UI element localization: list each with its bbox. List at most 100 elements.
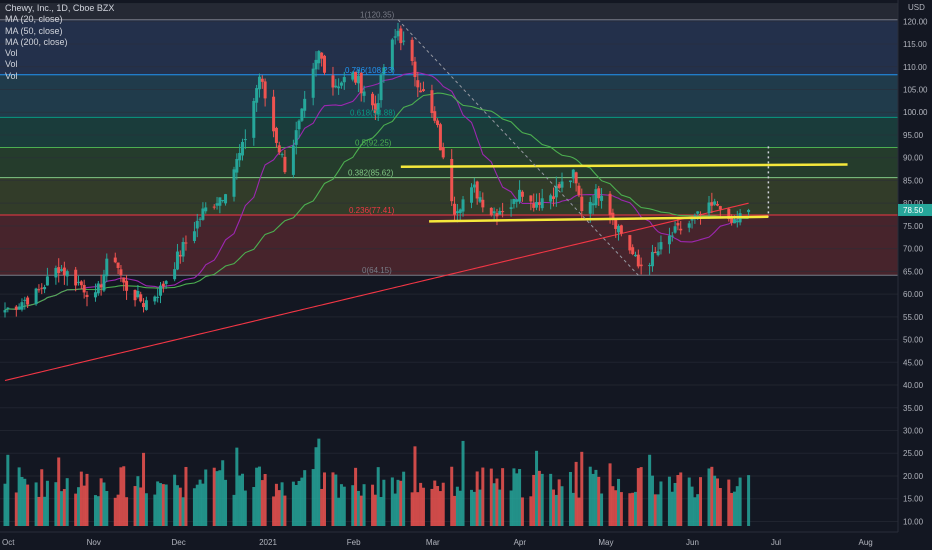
volume-bar bbox=[413, 446, 417, 526]
candle-body bbox=[20, 302, 24, 310]
candle-body bbox=[611, 212, 615, 220]
volume-bars bbox=[3, 438, 751, 526]
legend-ma20: MA (20, close) bbox=[5, 14, 63, 25]
volume-bar bbox=[57, 457, 61, 526]
volume-bar bbox=[735, 486, 739, 526]
volume-bar bbox=[628, 493, 632, 526]
volume-bar bbox=[218, 470, 222, 526]
candle-body bbox=[178, 254, 182, 257]
candle-body bbox=[133, 290, 137, 301]
candle-body bbox=[390, 39, 394, 70]
time-tick-label: Oct bbox=[2, 538, 15, 547]
volume-bar bbox=[438, 491, 442, 526]
candle-body bbox=[139, 294, 143, 302]
candle-body bbox=[475, 181, 479, 199]
candle-body bbox=[656, 251, 660, 256]
volume-bar bbox=[379, 497, 383, 526]
candle-body bbox=[272, 96, 276, 132]
candle-body bbox=[218, 197, 222, 206]
candle-body bbox=[62, 267, 66, 276]
candle-body bbox=[634, 254, 638, 257]
volume-bar bbox=[65, 478, 69, 526]
candle-body bbox=[438, 124, 442, 151]
candle-body bbox=[441, 147, 445, 158]
volume-bar bbox=[356, 490, 360, 526]
price-tick-label: 95.00 bbox=[903, 131, 924, 140]
candle-body bbox=[334, 85, 338, 88]
volume-bar bbox=[591, 473, 595, 526]
volume-bar bbox=[402, 471, 406, 526]
volume-bar bbox=[690, 486, 694, 526]
fibonacci-retracement[interactable] bbox=[0, 3, 898, 276]
volume-bar bbox=[540, 473, 544, 526]
fib-label: 0.618(98.88) bbox=[350, 108, 396, 117]
volume-bar bbox=[696, 494, 700, 526]
volume-bar bbox=[277, 490, 281, 526]
volume-bar bbox=[235, 447, 239, 526]
volume-bar bbox=[699, 477, 703, 526]
candle-body bbox=[175, 251, 179, 270]
volume-bar bbox=[648, 454, 652, 526]
fib-label: 0.236(77.41) bbox=[349, 206, 395, 215]
candle-body bbox=[554, 185, 558, 198]
volume-bar bbox=[74, 493, 78, 526]
candle-body bbox=[356, 76, 360, 84]
volume-bar bbox=[26, 484, 30, 526]
candle-body bbox=[359, 72, 363, 94]
candle-body bbox=[653, 252, 657, 254]
candle-body bbox=[421, 89, 425, 92]
volume-bar bbox=[144, 493, 148, 526]
candle-body bbox=[77, 281, 81, 283]
candle-body bbox=[93, 292, 97, 298]
time-tick-label: May bbox=[598, 538, 613, 547]
volume-bar bbox=[133, 486, 137, 526]
candle-body bbox=[710, 202, 714, 206]
volume-bar bbox=[136, 476, 140, 526]
candle-body bbox=[557, 184, 561, 188]
volume-bar bbox=[283, 495, 287, 526]
candle-body bbox=[577, 185, 581, 196]
candle-body bbox=[540, 198, 544, 209]
volume-bar bbox=[492, 483, 496, 526]
candle-body bbox=[594, 189, 598, 206]
volume-bar bbox=[322, 472, 326, 526]
trendline-drawings[interactable] bbox=[397, 19, 848, 276]
candle-body bbox=[294, 130, 298, 145]
volume-bar bbox=[568, 471, 572, 526]
candle-body bbox=[181, 242, 185, 257]
volume-bar bbox=[515, 473, 519, 526]
candle-body bbox=[670, 235, 674, 237]
candle-body bbox=[727, 208, 731, 220]
volume-bar bbox=[116, 494, 120, 526]
legend-ma200: MA (200, close) bbox=[5, 36, 68, 47]
legend-vol-3: Vol bbox=[5, 70, 18, 81]
candle-body bbox=[339, 82, 343, 86]
price-tick-label: 20.00 bbox=[903, 472, 924, 481]
price-axis[interactable]: USD 10.00 15.00 20.00 25.00 30.00 35.00 40.00 45… bbox=[897, 0, 932, 550]
fib-anchor-line bbox=[397, 19, 639, 276]
volume-bar bbox=[549, 473, 553, 526]
price-tick-label: 110.00 bbox=[903, 63, 927, 72]
candle-body bbox=[45, 276, 49, 286]
candle-body bbox=[6, 307, 10, 309]
volume-bar bbox=[204, 469, 208, 526]
price-tick-label: 55.00 bbox=[903, 313, 924, 322]
candle-body bbox=[85, 294, 89, 298]
volume-bar bbox=[436, 486, 440, 526]
candle-body bbox=[512, 198, 516, 204]
volume-bar bbox=[433, 480, 437, 526]
volume-bar bbox=[396, 479, 400, 526]
candle-body bbox=[715, 204, 719, 206]
candle-body bbox=[455, 211, 459, 214]
fib-band bbox=[0, 147, 898, 178]
candle-body bbox=[320, 52, 324, 59]
candle-body bbox=[648, 265, 652, 267]
last-price-badge bbox=[898, 203, 932, 216]
volume-bar bbox=[119, 467, 123, 526]
volume-bar bbox=[430, 488, 434, 526]
currency-label: USD bbox=[908, 3, 925, 12]
volume-bar bbox=[79, 471, 83, 526]
volume-bar bbox=[280, 482, 284, 526]
time-axis[interactable]: Oct Nov Dec 2021 Feb Mar Apr May Jun Jul Aug bbox=[0, 531, 932, 550]
